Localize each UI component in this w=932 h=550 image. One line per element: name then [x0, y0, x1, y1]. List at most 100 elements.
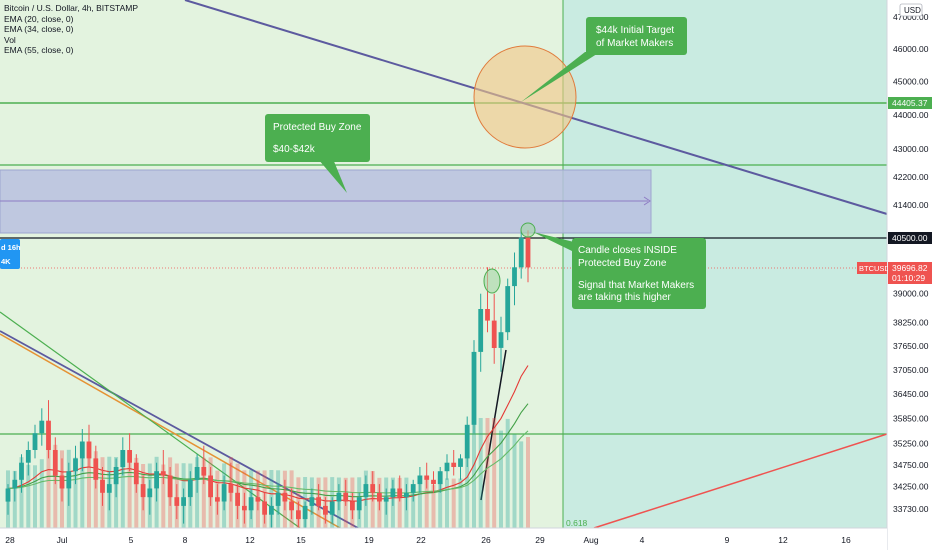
candle-body[interactable]: [242, 505, 247, 511]
candle-body[interactable]: [350, 501, 355, 511]
candle-body[interactable]: [181, 497, 186, 506]
candle-body[interactable]: [370, 484, 376, 493]
candle-body[interactable]: [451, 462, 457, 467]
candle-body[interactable]: [221, 484, 227, 502]
candle-body[interactable]: [518, 237, 524, 268]
candle-body[interactable]: [410, 484, 416, 493]
candle-body[interactable]: [323, 505, 328, 515]
candle-body[interactable]: [93, 458, 99, 480]
candle-body[interactable]: [336, 492, 342, 502]
candle-body[interactable]: [248, 497, 254, 511]
candle-body[interactable]: [187, 479, 193, 498]
candle-body[interactable]: [404, 492, 409, 498]
candle-body[interactable]: [431, 479, 436, 485]
candle-body[interactable]: [19, 462, 24, 480]
candle-body[interactable]: [289, 501, 294, 511]
candle-body[interactable]: [437, 471, 443, 485]
candle-body[interactable]: [228, 484, 234, 493]
legend-ema55: EMA (55, close, 0): [4, 45, 74, 55]
candle-body[interactable]: [52, 450, 58, 476]
candle-body[interactable]: [397, 488, 403, 498]
candle-body[interactable]: [296, 510, 301, 520]
candle-body[interactable]: [269, 505, 274, 515]
candle-body[interactable]: [12, 479, 18, 489]
candle-body[interactable]: [194, 467, 200, 480]
candle-body[interactable]: [329, 501, 335, 515]
candle-body[interactable]: [235, 492, 240, 506]
candle-body[interactable]: [32, 433, 38, 450]
candle-body[interactable]: [424, 475, 430, 480]
descending-trendline-lower[interactable]: [0, 330, 359, 529]
candle-body[interactable]: [464, 424, 470, 459]
candle-body[interactable]: [86, 441, 92, 459]
candle-body[interactable]: [478, 309, 484, 352]
candle-body[interactable]: [174, 497, 180, 506]
green-trendline[interactable]: [0, 311, 301, 529]
volume-bar: [411, 484, 416, 528]
candle-body[interactable]: [66, 471, 72, 489]
target-circle-marker[interactable]: [473, 45, 577, 149]
candle-body[interactable]: [363, 484, 369, 498]
candlesticks[interactable]: [5, 230, 531, 528]
candle-body[interactable]: [491, 320, 497, 348]
breakout-candle-circle[interactable]: [483, 268, 501, 294]
candle-body[interactable]: [512, 267, 517, 287]
candle-body[interactable]: [201, 467, 207, 476]
candle-body[interactable]: [505, 286, 511, 333]
candle-body[interactable]: [59, 475, 65, 489]
candle-body[interactable]: [316, 497, 321, 506]
zone-callout-line1: Protected Buy Zone: [273, 122, 362, 133]
left-event-badge[interactable]: [0, 239, 20, 269]
candle-body[interactable]: [106, 484, 112, 493]
legend-vol: Vol: [4, 34, 16, 45]
volume-bar: [445, 478, 449, 528]
candle-body[interactable]: [343, 492, 349, 502]
candle-body[interactable]: [417, 475, 423, 485]
candle-body[interactable]: [458, 458, 463, 467]
target-callout-box[interactable]: [586, 17, 687, 55]
candle-body[interactable]: [120, 450, 126, 467]
zone-callout-box[interactable]: [265, 114, 370, 162]
candle-body[interactable]: [282, 492, 288, 502]
volume-bar: [39, 459, 44, 528]
candle-callout-box[interactable]: [572, 238, 706, 309]
candle-body[interactable]: [377, 492, 382, 502]
candle-body[interactable]: [309, 497, 315, 506]
candle-body[interactable]: [73, 458, 78, 472]
candle-body[interactable]: [25, 450, 31, 463]
candle-body[interactable]: [5, 488, 11, 502]
candle-body[interactable]: [390, 488, 396, 498]
candle-body[interactable]: [498, 332, 504, 348]
candle-body[interactable]: [160, 471, 166, 476]
candle-body[interactable]: [133, 462, 139, 485]
candle-body[interactable]: [262, 501, 267, 515]
candle-body[interactable]: [383, 497, 389, 502]
candle-body[interactable]: [100, 479, 105, 493]
candle-body[interactable]: [167, 475, 173, 498]
candle-body[interactable]: [275, 492, 281, 506]
ascending-red-trendline[interactable]: [593, 433, 888, 529]
candle-body[interactable]: [215, 497, 220, 502]
volume-bar: [424, 478, 429, 528]
candle-body[interactable]: [39, 420, 45, 434]
close-candle-circle[interactable]: [520, 222, 536, 238]
candle-body[interactable]: [525, 237, 531, 268]
candle-body[interactable]: [485, 309, 490, 321]
candle-body[interactable]: [113, 467, 119, 485]
candle-body[interactable]: [255, 497, 261, 502]
candle-body[interactable]: [356, 497, 362, 511]
candle-body[interactable]: [127, 450, 132, 463]
candle-body[interactable]: [471, 351, 477, 425]
currency-button[interactable]: [899, 3, 923, 17]
candle-body[interactable]: [208, 475, 213, 498]
candle-body[interactable]: [79, 441, 85, 459]
candle-body[interactable]: [46, 420, 51, 450]
time-axis-panel[interactable]: [0, 528, 887, 550]
volume-bar: [472, 418, 476, 528]
candle-body[interactable]: [154, 471, 159, 489]
candle-body[interactable]: [140, 484, 146, 498]
candle-body[interactable]: [302, 505, 308, 520]
candle-body[interactable]: [147, 488, 153, 498]
candle-body[interactable]: [444, 462, 450, 472]
